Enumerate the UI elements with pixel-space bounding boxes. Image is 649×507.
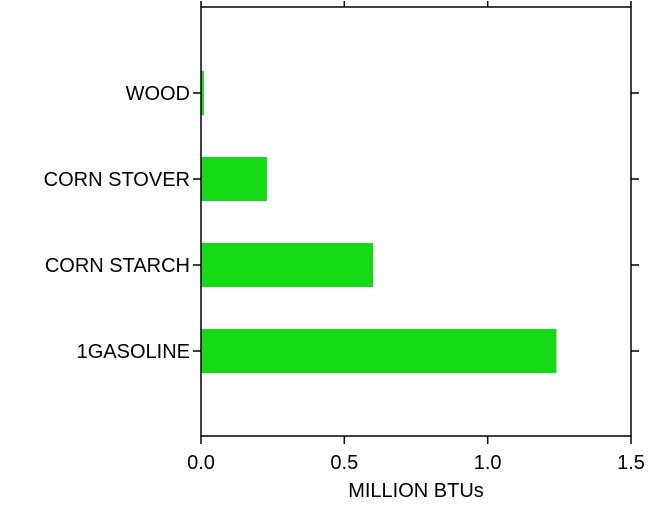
x-tick-label: 0.5	[330, 452, 358, 474]
y-tick-label: CORN STARCH	[45, 255, 190, 277]
x-tick-label: 0.0	[187, 452, 215, 474]
x-axis-title: MILLION BTUs	[348, 480, 484, 502]
x-tick-label: 1.5	[617, 452, 645, 474]
bar-wood	[201, 71, 204, 115]
ticks-layer	[193, 1, 639, 444]
labels-layer: WOOD CORN STOVER CORN STARCH 1GASOLINE 0.0 0.…	[44, 83, 645, 474]
y-tick-label: CORN STOVER	[44, 169, 190, 191]
x-tick-label: 1.0	[474, 452, 502, 474]
bar-corn-starch	[201, 243, 373, 287]
bars-layer	[201, 71, 557, 373]
plot-frame	[200, 6, 632, 437]
bar-corn-stover	[201, 157, 267, 201]
y-tick-label: WOOD	[126, 83, 190, 105]
bar-1gasoline	[201, 329, 557, 373]
y-tick-label: 1GASOLINE	[77, 341, 190, 363]
